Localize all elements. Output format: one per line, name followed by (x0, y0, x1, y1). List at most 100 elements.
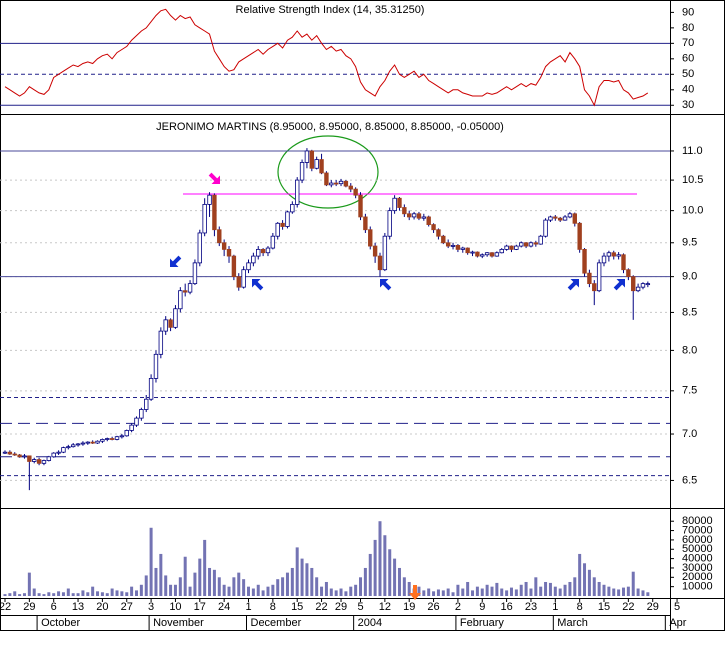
candle-body (251, 255, 256, 264)
candle-body (514, 245, 519, 250)
x-tick-label: 29 (23, 601, 35, 613)
volume-bar (120, 591, 124, 596)
volume-bar (451, 592, 455, 596)
x-tick-label: 5 (357, 601, 363, 613)
volume-bar (636, 588, 640, 596)
candle-body (314, 159, 319, 169)
volume-bar (310, 567, 314, 596)
x-tick-label: 29 (647, 601, 659, 613)
candle-body (421, 216, 427, 219)
candle-body (202, 204, 207, 234)
volume-bar (285, 572, 289, 596)
volume-bar (602, 584, 606, 596)
candle-body (606, 252, 612, 257)
candle-body (148, 378, 154, 400)
volume-bar (125, 592, 129, 596)
candle-body (100, 439, 105, 442)
volume-bar (544, 581, 548, 596)
x-tick-label: 10 (169, 601, 181, 613)
volume-bar (339, 588, 343, 596)
volume-bar (597, 581, 601, 596)
candle-body (368, 229, 373, 247)
candle-body (270, 235, 276, 249)
volume-bar (115, 590, 119, 596)
candle-body (51, 452, 56, 458)
candle-body (470, 251, 475, 254)
candle-body (61, 447, 66, 453)
y-tick-label: 9.5 (682, 237, 697, 249)
candle-body (221, 242, 227, 250)
x-tick-label: 1 (245, 601, 251, 613)
candle-body (484, 252, 490, 256)
candle-body (192, 262, 198, 285)
y-tick-label: 80 (682, 22, 694, 34)
volume-bar (27, 572, 31, 596)
volume-bar (422, 590, 426, 596)
y-tick-label: 10.0 (682, 205, 703, 217)
candle-body (333, 182, 339, 185)
candle-body (528, 242, 534, 247)
candle-body (465, 247, 470, 254)
candle-body (631, 276, 636, 292)
candle-body (173, 308, 178, 328)
candle-body (626, 269, 631, 278)
volume-bar (378, 521, 382, 596)
candle-body (212, 194, 217, 231)
y-tick-label: 60 (682, 53, 694, 65)
volume-bar (251, 588, 255, 596)
candle-body (56, 451, 61, 454)
frame (0, 0, 725, 631)
candle-body (640, 283, 646, 288)
price-title: JERONIMO MARTINS (8.95000, 8.95000, 8.85… (156, 121, 504, 133)
x-tick-label: 22 (315, 601, 327, 613)
candle-body (304, 150, 310, 163)
volume-bar (144, 575, 148, 596)
candle-body (260, 248, 266, 254)
volume-bar (217, 577, 221, 596)
candle-body (2, 451, 8, 454)
x-tick-label: 27 (121, 601, 133, 613)
volume-bar (203, 539, 207, 596)
volume-bar (188, 586, 192, 596)
volume-bar (212, 569, 216, 596)
volume-bar (32, 588, 36, 596)
month-label: February (460, 617, 505, 629)
volume-bar (305, 563, 309, 596)
candle-body (567, 213, 573, 218)
volume-bar (130, 586, 134, 596)
volume-bar (18, 594, 22, 596)
volume-bar (324, 581, 328, 596)
candle-body (635, 286, 641, 292)
x-tick-label: 1 (552, 601, 558, 613)
volume-bar (76, 593, 80, 596)
volume-bar (91, 586, 95, 596)
candle-body (543, 219, 548, 237)
volume-bar (13, 591, 17, 596)
candle-body (187, 283, 193, 293)
y-tick-label: 70 (682, 37, 694, 49)
candle-body (109, 438, 115, 440)
candle-body (32, 459, 37, 462)
month-label: Apr (669, 617, 686, 629)
volume-bar (621, 587, 625, 596)
volume-bar (407, 581, 411, 596)
x-tick-label: 8 (270, 601, 276, 613)
candle-body (480, 254, 485, 257)
candle-body (256, 248, 261, 257)
candle-body (392, 197, 397, 212)
volume-bar (578, 553, 582, 596)
volume-bar (242, 579, 246, 596)
volume-bar (149, 527, 153, 596)
candle-body (397, 197, 402, 208)
x-tick-label: 22 (0, 601, 11, 613)
volume-bar (612, 588, 616, 596)
volume-bar (154, 567, 158, 596)
volume-bar (519, 584, 523, 596)
volume-bar (57, 591, 61, 596)
volume-bar (47, 592, 51, 596)
y-tick-label: 10000 (682, 581, 713, 593)
candle-body (572, 213, 577, 224)
arrow (380, 279, 392, 291)
arrow (567, 279, 579, 291)
volume-bar (383, 535, 387, 596)
